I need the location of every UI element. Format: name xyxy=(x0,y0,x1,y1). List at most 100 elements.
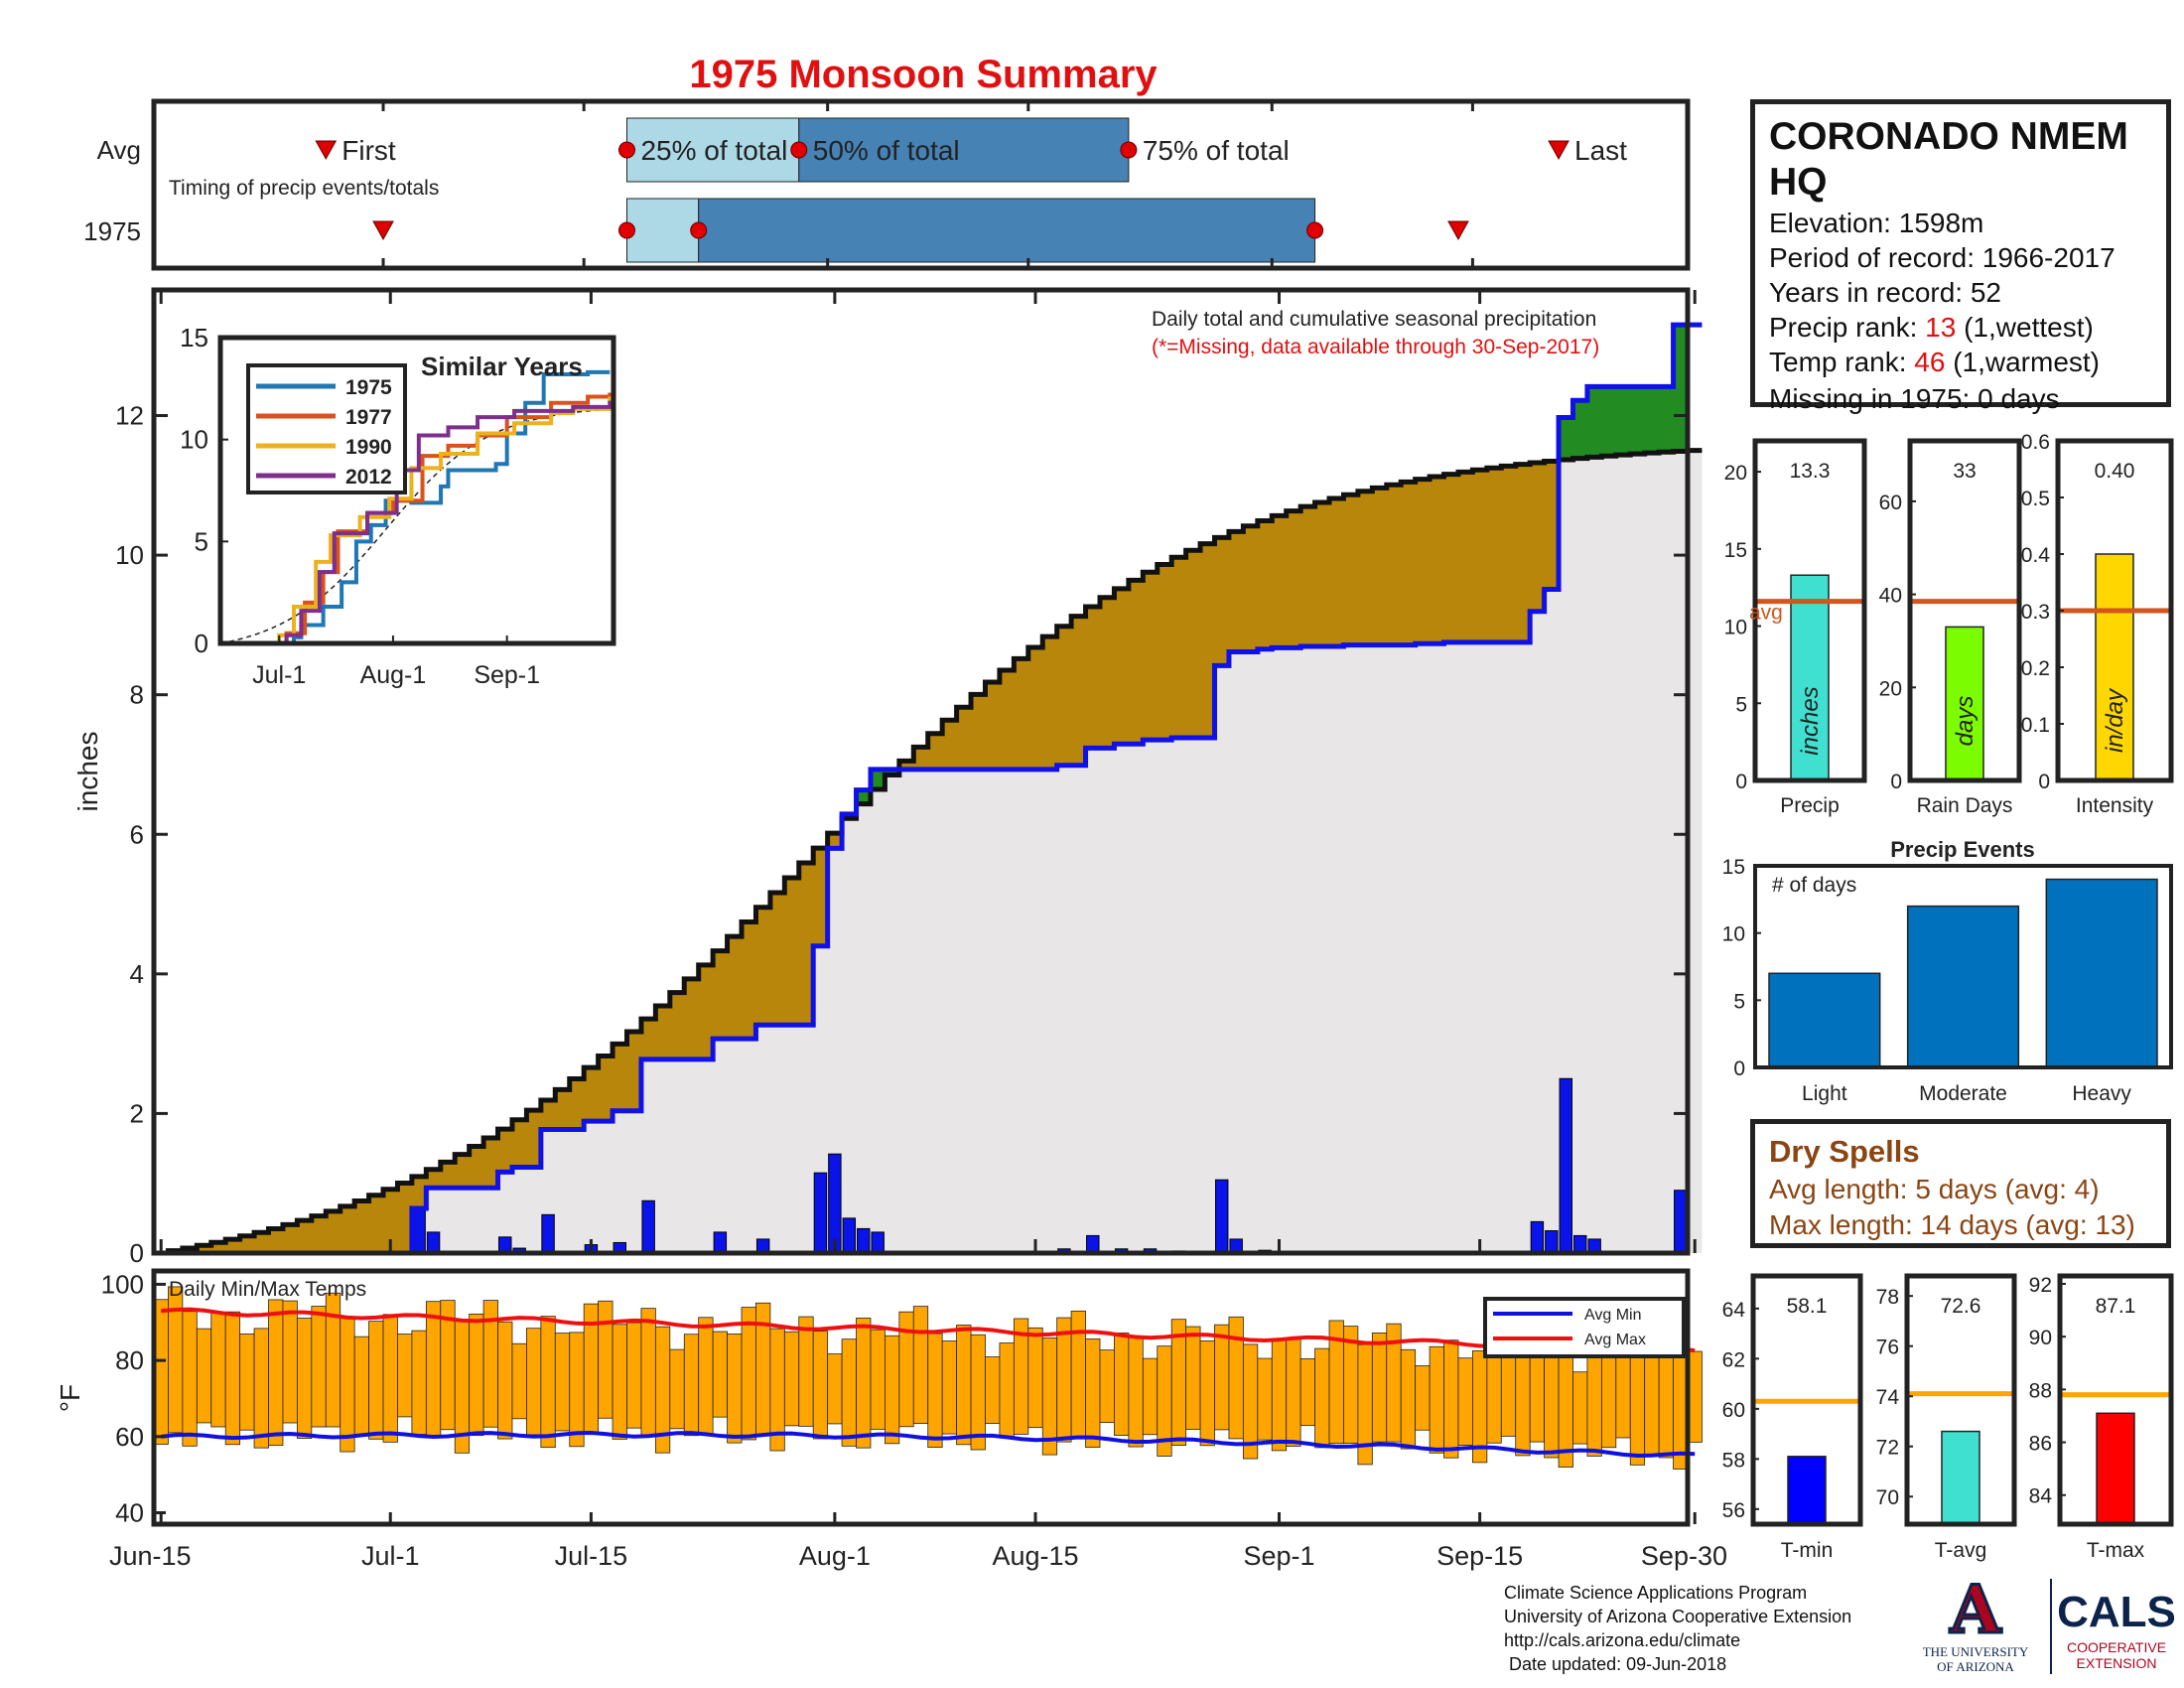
daily-temp-bar xyxy=(598,1300,614,1419)
similar-y-tick-label: 0 xyxy=(195,629,208,658)
below-avg-fill xyxy=(640,1019,656,1059)
below-avg-fill xyxy=(340,1205,355,1253)
below-avg-fill xyxy=(455,1154,471,1189)
daily-temp-bar xyxy=(311,1306,327,1428)
below-avg-fill xyxy=(1530,462,1546,612)
precip-panel: 0 2 4 6 8 10 12 inches Daily total and cumulativ… xyxy=(72,287,1703,1268)
daily-precip-bar xyxy=(842,1217,857,1254)
daily-temp-bar xyxy=(182,1311,198,1447)
year-cumulative-line xyxy=(154,322,1703,1256)
below-avg-fill xyxy=(1257,520,1273,649)
year-last-marker xyxy=(1447,220,1469,241)
summary-category-label: Intensity xyxy=(2076,794,2154,817)
daily-temp-bar xyxy=(1128,1336,1144,1448)
below-avg-fill xyxy=(225,1239,241,1253)
events-title: Precip Events xyxy=(1890,837,2035,862)
below-avg-fill xyxy=(1143,572,1159,741)
summary-y-tick-label: 0.3 xyxy=(2021,601,2050,624)
daily-precip-bar xyxy=(1215,1179,1229,1254)
events-bar-moderate xyxy=(1906,905,2020,1068)
temp-x-tick-label: Sep-30 xyxy=(1641,1541,1727,1571)
cals-logo-line1: COOPERATIVE xyxy=(2067,1639,2166,1655)
summary-frame xyxy=(1907,438,2022,783)
below-avg-fill xyxy=(1501,466,1517,642)
daily-precip-bar xyxy=(412,1206,426,1254)
daily-temp-bar xyxy=(1257,1357,1273,1441)
above-avg-fill xyxy=(870,769,886,789)
below-avg-fill xyxy=(1486,468,1502,642)
daily-temp-bar xyxy=(1199,1340,1215,1447)
station-info-box: CORONADO NMEM HQ Elevation: 1598m Period… xyxy=(1750,99,2171,414)
above-avg-fill xyxy=(1659,386,1675,453)
year-p25-marker xyxy=(617,221,635,239)
below-avg-fill xyxy=(742,921,756,1040)
daily-temp-bar xyxy=(382,1314,398,1443)
similar-y-tick-label: 10 xyxy=(180,425,208,455)
similar-legend-label: 1975 xyxy=(345,376,392,399)
daily-temp-bar xyxy=(569,1332,585,1448)
temp-summary-y-tick-label: 58 xyxy=(1722,1449,1745,1472)
above-avg-fill xyxy=(1559,417,1573,461)
events-y-tick-label: 10 xyxy=(1722,923,1745,946)
below-avg-fill xyxy=(326,1210,341,1253)
temp-x-tick-label: Jul-1 xyxy=(361,1541,420,1571)
cals-logo-line2: EXTENSION xyxy=(2077,1655,2157,1671)
dry-spells-avg-length: Avg length: 5 days (avg: 4) xyxy=(1769,1174,2100,1204)
footer-line-date: Date updated: 09-Jun-2018 xyxy=(1504,1654,1727,1674)
temps-panel: 40 60 80 100 °F Daily Min/Max Temps Jun-15 Jul-… xyxy=(55,1268,1727,1571)
daily-temp-bar xyxy=(210,1313,226,1428)
summary-y-tick-label: 0 xyxy=(2038,771,2050,793)
temp-y-axis-label: °F xyxy=(55,1384,85,1412)
below-avg-fill xyxy=(368,1195,384,1253)
below-avg-fill xyxy=(755,907,771,1026)
above-avg-fill xyxy=(1644,386,1660,454)
similar-y-tick-label: 15 xyxy=(180,323,208,352)
below-avg-fill xyxy=(1401,482,1417,645)
university-of-arizona-logo: A THE UNIVERSITY OF ARIZONA xyxy=(1923,1577,2029,1674)
daily-temp-bar xyxy=(1228,1316,1244,1440)
temp-summary-frame xyxy=(1904,1273,2017,1527)
summary-value-label: 0.40 xyxy=(2095,460,2135,483)
temp-y-tick-label: 40 xyxy=(115,1497,144,1527)
temp-summary-y-tick-label: 62 xyxy=(1722,1348,1745,1371)
below-avg-fill xyxy=(210,1242,226,1253)
below-avg-fill xyxy=(956,707,972,770)
below-avg-fill xyxy=(1300,506,1316,646)
precip-y-tick-label: 4 xyxy=(130,959,144,989)
summary-category-label: Precip xyxy=(1780,794,1840,817)
below-avg-fill xyxy=(1228,531,1244,652)
below-avg-fill xyxy=(613,1044,627,1111)
below-avg-fill xyxy=(684,978,700,1059)
daily-precip-bar xyxy=(1674,1190,1688,1254)
below-avg-fill xyxy=(440,1162,456,1189)
similar-legend-label: 1990 xyxy=(345,436,392,459)
temps-frame xyxy=(151,1268,1691,1527)
timing-first-label: First xyxy=(341,135,396,166)
below-avg-fill xyxy=(483,1138,499,1189)
daily-precip-bar xyxy=(1572,1234,1587,1254)
precip-note: Daily total and cumulative seasonal prec… xyxy=(1152,308,1596,331)
daily-temp-bar xyxy=(941,1340,957,1435)
daily-temp-bar xyxy=(1142,1357,1159,1436)
figure-title: 1975 Monsoon Summary xyxy=(689,53,1158,96)
below-avg-fill xyxy=(985,682,1001,770)
daily-temp-bar xyxy=(1041,1337,1058,1456)
daily-precip-bar xyxy=(857,1227,871,1254)
temp-summary-y-tick-label: 74 xyxy=(1876,1386,1900,1409)
daily-temp-bar xyxy=(253,1328,269,1449)
below-avg-fill xyxy=(1357,491,1373,645)
below-avg-fill xyxy=(626,1031,642,1111)
daily-temp-bar xyxy=(1629,1352,1646,1466)
avg-p75-marker xyxy=(1120,141,1138,159)
temp-summary-y-tick-label: 64 xyxy=(1722,1299,1746,1322)
summary-y-tick-label: 0.1 xyxy=(2021,714,2050,737)
below-avg-fill xyxy=(1214,537,1230,666)
below-avg-fill xyxy=(584,1067,600,1122)
precip-y-tick-label: 0 xyxy=(130,1238,144,1268)
avg-min-line xyxy=(160,1430,1696,1459)
daily-temp-bar xyxy=(985,1356,1001,1424)
temp-summary-y-tick-label: 84 xyxy=(2029,1485,2053,1508)
below-avg-fill xyxy=(698,964,714,1059)
station-name-line1: CORONADO NMEM xyxy=(1769,115,2128,158)
daily-temp-bar xyxy=(870,1329,886,1430)
